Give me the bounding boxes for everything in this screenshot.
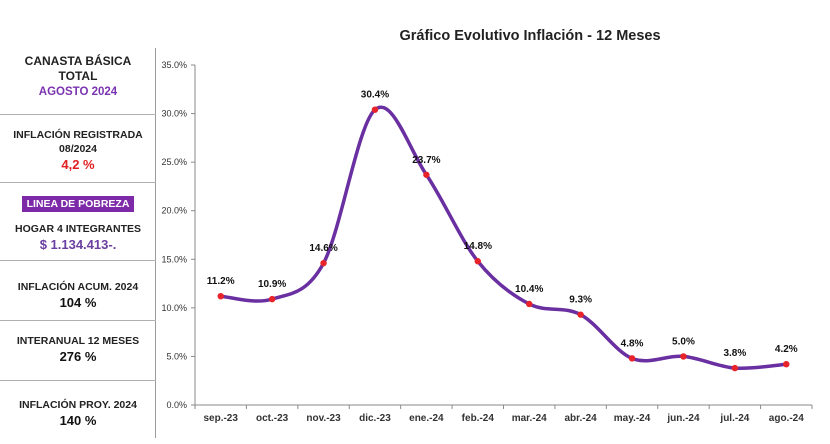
sidebar-border bbox=[155, 48, 156, 438]
x-tick-label: mar.-24 bbox=[512, 413, 547, 424]
proyectada-value: 140 % bbox=[59, 413, 97, 428]
x-tick-label: nov.-23 bbox=[306, 413, 341, 424]
x-tick-label: abr.-24 bbox=[565, 413, 598, 424]
divider bbox=[0, 114, 156, 115]
data-label: 9.3% bbox=[569, 295, 592, 306]
x-tick-label: may.-24 bbox=[614, 413, 651, 424]
acumulada-label: INFLACIÓN ACUM. 2024 bbox=[17, 281, 139, 293]
data-point bbox=[268, 295, 276, 303]
chart-title: Gráfico Evolutivo Inflación - 12 Meses bbox=[399, 28, 661, 44]
data-point bbox=[217, 293, 224, 300]
inflacion-registrada-panel: INFLACIÓN REGISTRADA 08/2024 4,2 % bbox=[0, 128, 156, 174]
data-label: 23.7% bbox=[412, 155, 440, 166]
y-axis: 0.0% 5.0% 10.0% 15.0% 20.0% 25.0% 30.0% 35.0% bbox=[161, 60, 196, 410]
y-tick-label: 0.0% bbox=[166, 400, 187, 410]
series bbox=[217, 105, 790, 372]
y-tick-label: 30.0% bbox=[161, 109, 187, 119]
divider bbox=[0, 380, 156, 381]
pobreza-panel: LINEA DE POBREZA HOGAR 4 INTEGRANTES $ 1… bbox=[0, 194, 156, 254]
y-tick-label: 5.0% bbox=[166, 351, 187, 361]
indicator-sidebar: CANASTA BÁSICA TOTAL AGOSTO 2024 INFLACI… bbox=[0, 48, 156, 438]
x-tick-label: oct.-23 bbox=[256, 413, 289, 424]
data-point bbox=[731, 364, 739, 372]
divider bbox=[0, 320, 156, 321]
interanual-label: INTERANUAL 12 MESES bbox=[16, 335, 140, 347]
data-label: 30.4% bbox=[361, 90, 389, 101]
divider bbox=[0, 182, 156, 183]
proyectada-label: INFLACIÓN PROY. 2024 bbox=[19, 399, 137, 411]
x-tick-label: feb.-24 bbox=[462, 413, 495, 424]
canasta-panel: CANASTA BÁSICA TOTAL AGOSTO 2024 bbox=[0, 54, 156, 100]
inflacion-registrada-value: 4,2 % bbox=[61, 157, 95, 172]
pobreza-badge: LINEA DE POBREZA bbox=[21, 196, 135, 212]
canasta-title-line2: TOTAL bbox=[58, 69, 98, 83]
data-point bbox=[628, 355, 636, 362]
data-labels: 11.2% 10.9% 14.6% 30.4% 23.7% 14.8% 10.4% 9.3% 4… bbox=[207, 90, 798, 359]
acumulada-panel: INFLACIÓN ACUM. 2024 104 % bbox=[0, 280, 156, 312]
data-label: 4.8% bbox=[621, 338, 644, 349]
inflacion-registrada-period: 08/2024 bbox=[59, 143, 97, 155]
x-tick-label: ene.-24 bbox=[409, 413, 444, 424]
interanual-value: 276 % bbox=[59, 349, 97, 364]
x-tick-label: jul.-24 bbox=[719, 413, 749, 424]
interanual-panel: INTERANUAL 12 MESES 276 % bbox=[0, 334, 156, 366]
x-tick-label: dic.-23 bbox=[359, 413, 391, 424]
data-point bbox=[783, 361, 790, 368]
acumulada-value: 104 % bbox=[59, 295, 97, 310]
data-point bbox=[474, 258, 481, 265]
y-tick-label: 35.0% bbox=[161, 60, 187, 70]
data-point bbox=[680, 353, 687, 360]
canasta-period: AGOSTO 2024 bbox=[38, 86, 118, 98]
data-point bbox=[577, 311, 584, 318]
data-label: 3.8% bbox=[723, 348, 746, 359]
x-tick-label: jun.-24 bbox=[666, 413, 700, 424]
pobreza-label: HOGAR 4 INTEGRANTES bbox=[14, 223, 141, 235]
divider bbox=[0, 260, 156, 261]
data-label: 14.8% bbox=[464, 241, 492, 252]
data-label: 5.0% bbox=[672, 336, 695, 347]
x-tick-label: sep.-23 bbox=[203, 413, 238, 424]
y-tick-label: 25.0% bbox=[161, 157, 187, 167]
data-label: 11.2% bbox=[207, 276, 235, 287]
x-tick-label: ago.-24 bbox=[769, 413, 804, 424]
data-label: 10.9% bbox=[258, 279, 286, 290]
x-axis: sep.-23 oct.-23 nov.-23 dic.-23 ene.-24 feb.-… bbox=[194, 404, 813, 424]
canasta-title-line1: CANASTA BÁSICA bbox=[24, 54, 132, 68]
data-label: 4.2% bbox=[775, 344, 798, 355]
pobreza-value: $ 1.134.413-. bbox=[39, 237, 117, 252]
proyectada-panel: INFLACIÓN PROY. 2024 140 % bbox=[0, 398, 156, 430]
data-point bbox=[320, 259, 327, 267]
data-point bbox=[526, 300, 533, 308]
inflacion-registrada-label: INFLACIÓN REGISTRADA bbox=[13, 129, 143, 141]
data-point bbox=[423, 171, 430, 178]
data-label: 14.6% bbox=[309, 243, 337, 254]
y-tick-label: 10.0% bbox=[161, 303, 187, 313]
y-tick-label: 15.0% bbox=[161, 254, 187, 264]
data-label: 10.4% bbox=[515, 284, 543, 295]
series-line bbox=[218, 105, 789, 371]
data-point bbox=[371, 106, 379, 113]
y-tick-label: 20.0% bbox=[161, 206, 187, 216]
